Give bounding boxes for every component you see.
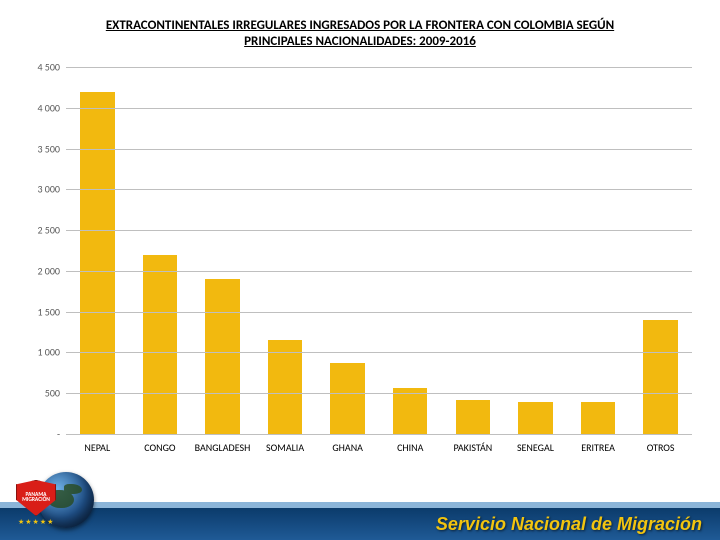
plot-area: -5001 0001 5002 0002 5003 0003 5004 0004… (66, 67, 692, 434)
gridline (66, 189, 692, 190)
y-axis-label: 3 500 (20, 142, 60, 155)
x-axis-label: PAKISTÁN (442, 441, 505, 454)
gridline (66, 434, 692, 435)
bar (643, 320, 677, 434)
x-axis-label: SENEGAL (504, 441, 567, 454)
bar-slot (316, 67, 379, 434)
bar-slot (379, 67, 442, 434)
footer-brand-text: Servicio Nacional de Migración (436, 514, 702, 535)
bar (581, 402, 615, 434)
y-axis-label: - (20, 428, 60, 441)
x-axis-label: CONGO (129, 441, 192, 454)
gridline (66, 352, 692, 353)
bar (393, 388, 427, 434)
x-axis-label: SOMALIA (254, 441, 317, 454)
bar (143, 255, 177, 434)
bar (456, 400, 490, 434)
bar-slot (129, 67, 192, 434)
bar (80, 92, 114, 434)
gridline (66, 108, 692, 109)
bar-slot (442, 67, 505, 434)
y-axis-label: 1 500 (20, 305, 60, 318)
x-axis-label: CHINA (379, 441, 442, 454)
x-axis-label: NEPAL (66, 441, 129, 454)
x-axis-label: ERITREA (567, 441, 630, 454)
gridline (66, 312, 692, 313)
y-axis-label: 1 000 (20, 346, 60, 359)
bar-slot (254, 67, 317, 434)
bar-slot (567, 67, 630, 434)
bar (518, 402, 552, 434)
footer-banner: Servicio Nacional de Migración PANAMA MI… (0, 468, 720, 540)
gridline (66, 271, 692, 272)
y-axis-label: 2 000 (20, 264, 60, 277)
shield-text: PANAMA MIGRACIÓN (17, 493, 55, 504)
y-axis-label: 4 500 (20, 61, 60, 74)
bar-chart: - 500 1 000 1 500 2 000 2 500 3 000 3 500 4 000 4… (20, 63, 700, 464)
gridline (66, 149, 692, 150)
bar-slot (191, 67, 254, 434)
chart-title: EXTRACONTINENTALES IRREGULARES INGRESADO… (0, 0, 720, 55)
bar-slot (504, 67, 567, 434)
stars-icon: ★★★★★ (18, 517, 54, 526)
bars-container (66, 67, 692, 434)
bar (330, 363, 364, 434)
gridline (66, 393, 692, 394)
y-axis-label: 3 000 (20, 183, 60, 196)
chart-title-line2: PRINCIPALES NACIONALIDADES: 2009-2016 (90, 34, 630, 50)
bar-slot (629, 67, 692, 434)
bar-slot (66, 67, 129, 434)
y-axis-label: 4 000 (20, 101, 60, 114)
footer-strip-main: Servicio Nacional de Migración (0, 508, 720, 540)
footer-logo: PANAMA MIGRACIÓN ★★★★★ (16, 472, 94, 530)
gridline (66, 230, 692, 231)
slide: EXTRACONTINENTALES IRREGULARES INGRESADO… (0, 0, 720, 540)
x-axis-labels: NEPALCONGOBANGLADESHSOMALIAGHANACHINAPAK… (66, 441, 692, 454)
bar (205, 279, 239, 434)
bar (268, 340, 302, 434)
x-axis-label: GHANA (316, 441, 379, 454)
x-axis-label: OTROS (629, 441, 692, 454)
y-axis-label: 500 (20, 387, 60, 400)
y-axis-label: 2 500 (20, 224, 60, 237)
gridline (66, 67, 692, 68)
x-axis-label: BANGLADESH (191, 441, 254, 454)
chart-title-line1: EXTRACONTINENTALES IRREGULARES INGRESADO… (90, 18, 630, 34)
